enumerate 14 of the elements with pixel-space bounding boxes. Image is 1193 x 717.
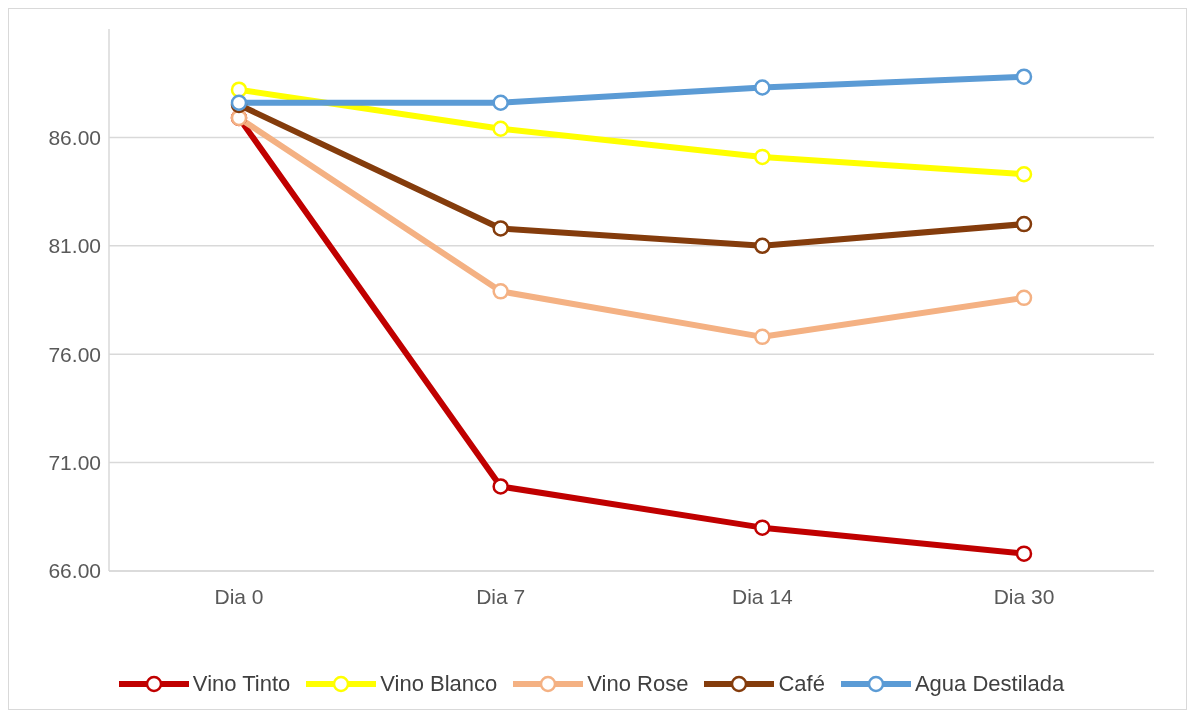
y-tick-label: 86.00 <box>48 125 101 149</box>
legend-label: Agua Destilada <box>914 671 1065 697</box>
x-tick-label: Dia 0 <box>214 584 264 608</box>
legend-label: Café <box>778 671 825 697</box>
y-tick-label: 81.00 <box>48 234 101 258</box>
legend-label: Vino Tinto <box>192 671 291 697</box>
x-tick-label: Dia 7 <box>476 584 526 608</box>
legend-label: Vino Rose <box>587 671 689 697</box>
y-tick-label: 76.00 <box>48 342 101 366</box>
y-tick-label: 66.00 <box>48 559 101 583</box>
legend-label: Vino Blanco <box>380 671 498 697</box>
x-tick-label: Dia 30 <box>993 584 1055 608</box>
x-tick-label: Dia 14 <box>731 584 794 608</box>
y-tick-label: 71.00 <box>48 451 101 475</box>
